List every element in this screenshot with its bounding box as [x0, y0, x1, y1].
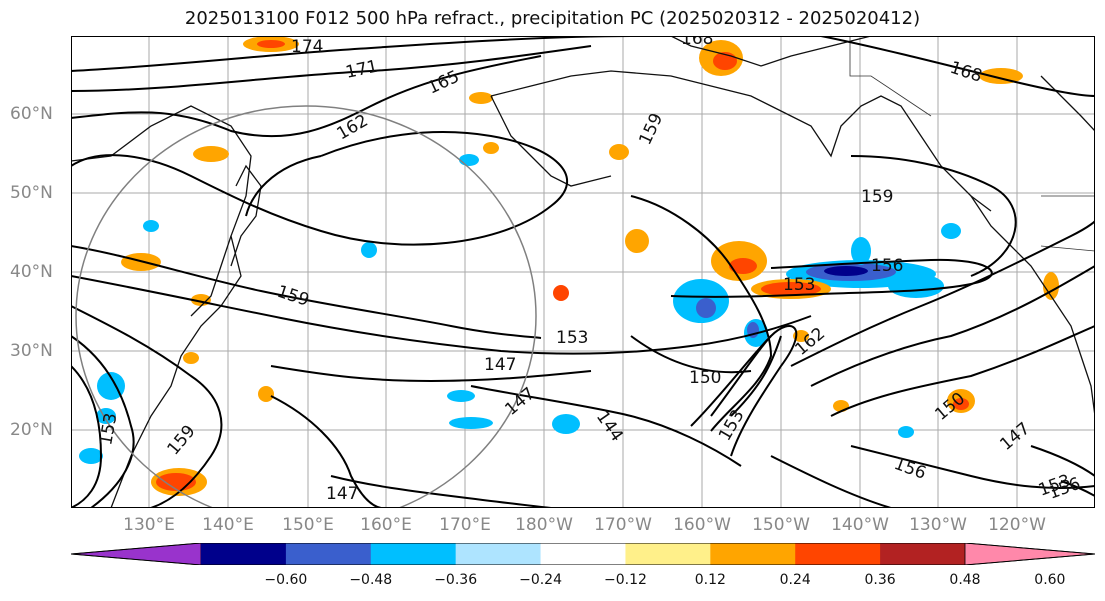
lon-label-180w: 180°W [515, 515, 573, 535]
colorbar-segment [455, 543, 542, 565]
lat-label-60n: 60°N [10, 104, 53, 124]
precipitation-shading [79, 36, 1059, 496]
contour-label: 147 [326, 484, 358, 504]
colorbar [71, 543, 1095, 565]
lon-label-130w: 130°W [909, 515, 967, 535]
contour-label: 156 [891, 454, 928, 484]
lat-label-30n: 30°N [10, 341, 53, 361]
contour-label: 153 [96, 411, 121, 446]
colorbar-tick-label: −0.12 [603, 572, 647, 588]
map-panel: 174 171 165 168 162 159 168 159 159 156 … [71, 36, 1095, 508]
colorbar-segment [285, 543, 372, 565]
colorbar-tick-label: 0.48 [949, 572, 981, 588]
lon-label-120w: 120°W [988, 515, 1046, 535]
colorbar-tick-label: 0.36 [864, 572, 896, 588]
colorbar-extend-high [964, 543, 1095, 565]
lon-label-170e: 170°E [439, 515, 491, 535]
contour-label: 162 [334, 111, 372, 145]
colorbar-segment [795, 543, 881, 565]
contour-label: 150 [689, 368, 721, 388]
colorbar-tick-label: 0.24 [779, 572, 811, 588]
map-title: 2025013100 F012 500 hPa refract., precip… [184, 8, 921, 29]
lat-label-40n: 40°N [10, 262, 53, 282]
lon-label-130e: 130°E [123, 515, 175, 535]
lon-label-170w: 170°W [594, 515, 652, 535]
contour-label: 165 [425, 67, 463, 99]
contour-label: 147 [501, 384, 539, 420]
colorbar-tick-label: −0.36 [434, 572, 478, 588]
map-border [71, 36, 1095, 508]
contour-label: 147 [996, 419, 1034, 455]
colorbar-tick-label: 0.12 [694, 572, 726, 588]
lon-label-140e: 140°E [202, 515, 254, 535]
colorbar-extend-low [71, 543, 202, 565]
contour-label: 171 [344, 57, 380, 83]
contour-label: 159 [635, 110, 667, 148]
contour-label: 162 [791, 324, 829, 360]
lon-label-150w: 150°W [752, 515, 810, 535]
colorbar-segment [880, 543, 966, 565]
lat-label-20n: 20°N [10, 420, 53, 440]
colorbar-segment [710, 543, 796, 565]
contour-label: 168 [947, 58, 984, 87]
colorbar-segment [625, 543, 711, 565]
lon-label-160w: 160°W [673, 515, 731, 535]
contour-lines [71, 36, 1095, 508]
lon-label-160e: 160°E [360, 515, 412, 535]
colorbar-segment [370, 543, 457, 565]
contour-labels: 174 171 165 168 162 159 168 159 159 156 … [96, 36, 1083, 504]
contour-label: 156 [871, 256, 903, 276]
colorbar-tick-label: −0.60 [264, 572, 308, 588]
lon-label-150e: 150°E [282, 515, 334, 535]
colorbar-tick-label: 0.60 [1034, 572, 1066, 588]
colorbar-segment [201, 543, 287, 565]
gridlines [71, 36, 1095, 508]
contour-label: 159 [274, 282, 311, 311]
contour-label: 174 [291, 37, 323, 57]
lat-label-50n: 50°N [10, 183, 53, 203]
contour-label: 147 [484, 355, 516, 375]
contour-label: 153 [783, 275, 815, 295]
colorbar-tick-label: −0.24 [519, 572, 562, 588]
contour-label: 153 [556, 328, 588, 348]
highlight-circle [75, 105, 537, 508]
contour-label: 159 [164, 421, 200, 459]
contour-label: 159 [861, 187, 893, 207]
contour-label: 168 [681, 36, 713, 49]
colorbar-segment [540, 543, 626, 565]
colorbar-tick-label: −0.48 [349, 572, 393, 588]
lon-label-140w: 140°W [831, 515, 889, 535]
